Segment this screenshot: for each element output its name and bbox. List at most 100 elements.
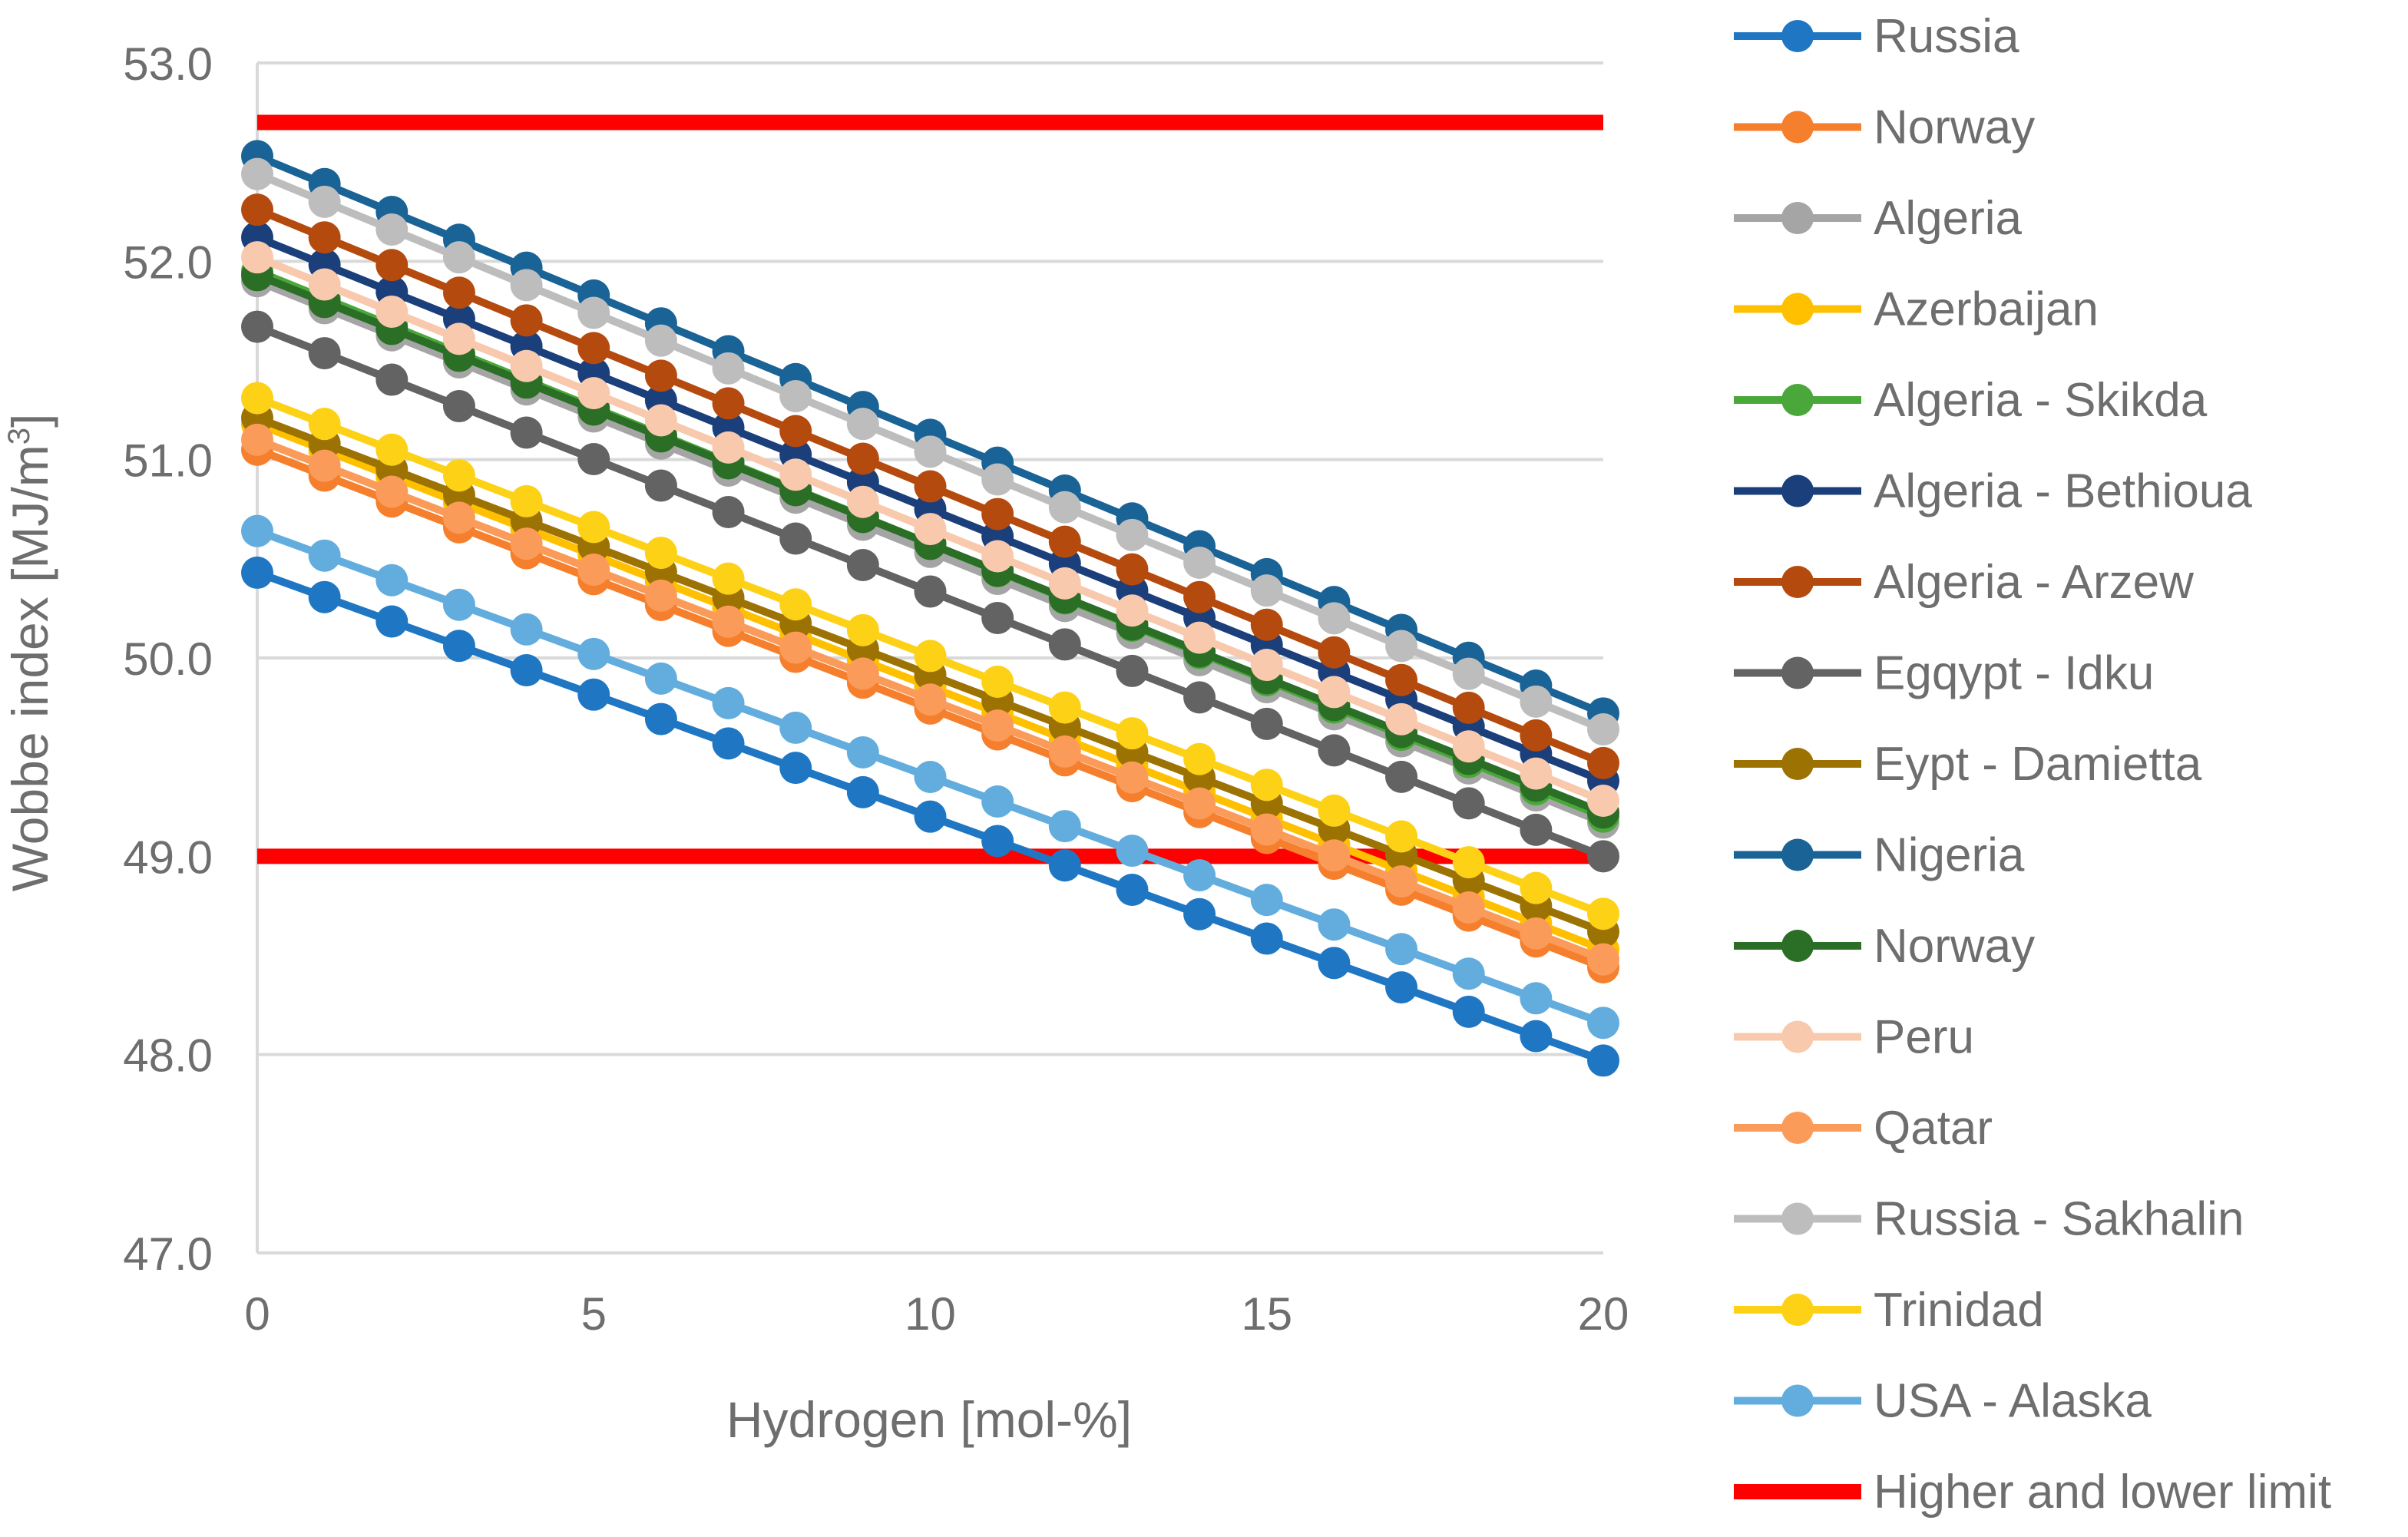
legend-label: Norway [1874, 920, 2035, 973]
data-point [779, 458, 812, 491]
data-point [510, 349, 543, 382]
data-point [981, 601, 1014, 634]
data-point [779, 415, 812, 448]
data-point [1183, 897, 1216, 930]
data-point [914, 800, 947, 833]
data-point [981, 463, 1014, 496]
limit-lines [257, 114, 1603, 864]
data-point [1048, 810, 1081, 843]
data-point [1183, 547, 1216, 579]
data-point [712, 387, 745, 420]
data-point [1116, 873, 1149, 906]
data-point [914, 435, 947, 468]
data-point [308, 221, 341, 254]
data-point [914, 513, 947, 546]
legend-swatch-marker [1781, 202, 1814, 234]
data-point [644, 579, 677, 612]
y-tick-label: 47.0 [123, 1228, 213, 1280]
legend-swatch-marker [1781, 1202, 1814, 1235]
data-point [375, 433, 408, 466]
data-point [510, 654, 543, 687]
data-point [1048, 691, 1081, 724]
data-point [1048, 628, 1081, 661]
legend-item: Egqypt - Idku [1734, 647, 2154, 700]
data-point [442, 322, 475, 355]
data-point [308, 539, 341, 572]
data-point [1250, 813, 1283, 846]
data-point [981, 825, 1014, 858]
data-point [914, 761, 947, 793]
data-point [1520, 1020, 1553, 1053]
data-point [1520, 982, 1553, 1015]
data-point [442, 501, 475, 534]
data-point [241, 382, 273, 415]
series [241, 556, 1619, 1077]
data-point [375, 564, 408, 597]
data-point [1318, 794, 1351, 827]
legend-swatch-marker [1781, 293, 1814, 326]
data-point [510, 416, 543, 449]
legend-swatch-marker [1781, 1112, 1814, 1144]
data-point [1250, 884, 1283, 917]
y-tick-label: 50.0 [123, 633, 213, 685]
legend-label: Nigeria [1874, 829, 2025, 882]
data-point [510, 304, 543, 337]
legend-label: Algeria - Skikda [1874, 374, 2208, 427]
data-point [914, 640, 947, 673]
data-point [1183, 621, 1216, 654]
data-point [914, 683, 947, 716]
data-point [308, 408, 341, 441]
legend-item: USA - Alaska [1734, 1375, 2152, 1428]
data-point [442, 588, 475, 621]
data-point [1318, 947, 1351, 980]
legend-item: Russia - Sakhalin [1734, 1193, 2244, 1246]
data-point [577, 377, 610, 410]
data-point [1385, 663, 1418, 696]
data-point [1452, 957, 1485, 990]
data-point [308, 268, 341, 301]
y-tick-label: 48.0 [123, 1030, 213, 1082]
data-point [577, 332, 610, 365]
series [241, 157, 1619, 745]
data-point [1116, 654, 1149, 687]
data-point [1452, 995, 1485, 1028]
data-point [1587, 785, 1619, 817]
series [241, 514, 1619, 1040]
data-point [846, 657, 879, 690]
data-point [1048, 849, 1081, 882]
data-point [644, 537, 677, 570]
data-point [712, 562, 745, 595]
y-axis-title: Wobbe index [MJ/m3] [2, 414, 58, 892]
data-point [1587, 943, 1619, 976]
data-point [644, 404, 677, 437]
data-point [1250, 707, 1283, 740]
legend-label: Peru [1874, 1011, 1974, 1064]
legend-swatch-marker [1781, 748, 1814, 780]
data-point [577, 443, 610, 476]
data-point [442, 390, 475, 423]
x-tick-label: 15 [1241, 1288, 1292, 1340]
data-point [846, 775, 879, 808]
data-point [375, 295, 408, 328]
data-point [981, 497, 1014, 531]
data-point [1520, 685, 1553, 718]
data-point [1116, 518, 1149, 551]
legend: Russia Norway Algeria Azerbaijan Algeria - S… [1734, 10, 2331, 1519]
y-tick-label: 52.0 [123, 236, 213, 288]
data-point [1318, 602, 1351, 635]
data-point [308, 185, 341, 218]
legend-label: Algeria - Bethioua [1874, 465, 2252, 518]
data-point [1318, 839, 1351, 872]
legend-label: Russia [1874, 10, 2019, 63]
legend-item: Qatar [1734, 1102, 1993, 1155]
data-point [1452, 657, 1485, 690]
series [241, 241, 1619, 817]
data-point [241, 241, 273, 274]
data-point [241, 157, 273, 190]
data-point [510, 527, 543, 560]
data-point [981, 785, 1014, 818]
x-tick-label: 5 [581, 1288, 607, 1340]
legend-item: Algeria [1734, 192, 2023, 245]
data-point [375, 475, 408, 508]
data-point [644, 662, 677, 695]
